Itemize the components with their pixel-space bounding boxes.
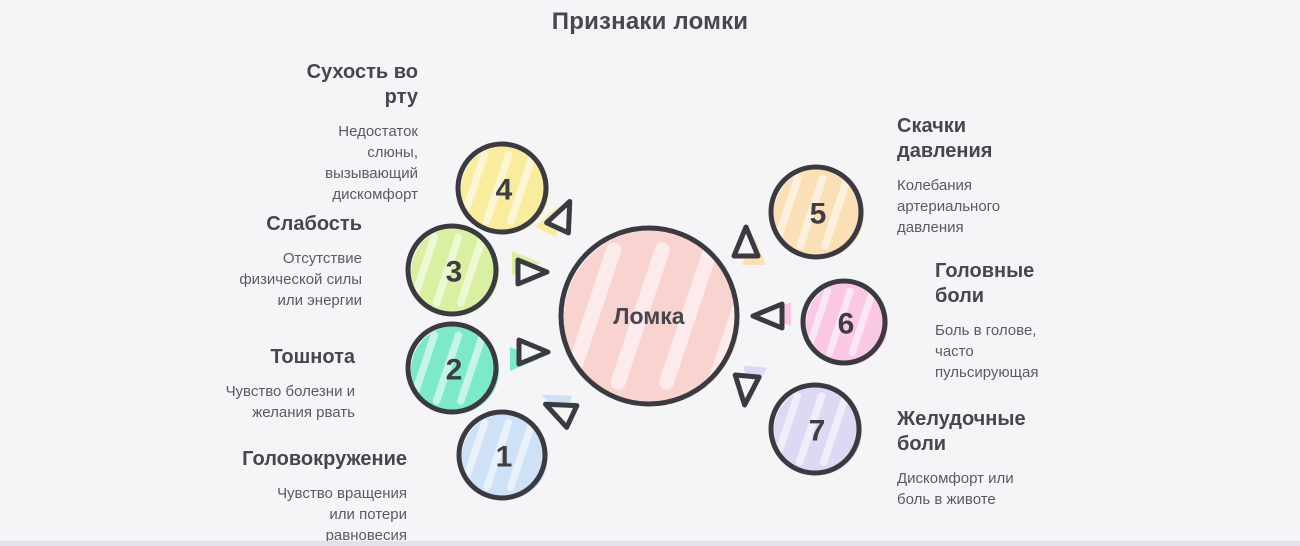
label-block-dry-mouth: Сухость во рту Недостаток слюны, вызываю… xyxy=(286,60,418,205)
arrow-triangle-1 xyxy=(541,394,580,430)
label-block-stomach: Желудочные боли Дискомфорт или боль в жи… xyxy=(897,407,1039,510)
node-number: 4 xyxy=(496,174,513,207)
center-label: Ломка xyxy=(613,303,684,329)
symptom-heading: Слабость xyxy=(266,213,362,235)
arrow-triangle-4 xyxy=(534,198,573,238)
symptom-heading: Сухость во рту xyxy=(306,61,418,108)
label-block-dizziness: Головокружение Чувство вращения или поте… xyxy=(227,447,407,546)
arrow-triangle-7 xyxy=(732,365,767,408)
page-title: Признаки ломки xyxy=(551,8,749,35)
label-block-weakness: Слабость Отсутствие физической силы или … xyxy=(222,212,362,311)
symptom-heading: Головные боли xyxy=(935,260,1035,307)
symptom-node-5: 5 xyxy=(768,164,864,260)
symptom-heading: Головокружение xyxy=(242,448,407,470)
symptom-node-3: 3 xyxy=(405,223,499,317)
symptom-node-2: 2 xyxy=(405,321,499,415)
node-number: 5 xyxy=(810,198,827,231)
label-block-headache: Головные боли Боль в голове, часто пульс… xyxy=(935,259,1057,383)
arrow-triangle-5 xyxy=(731,224,766,265)
symptom-description: Колебания артериального давления xyxy=(897,177,1001,236)
symptom-heading: Тошнота xyxy=(270,346,355,368)
symptom-description: Чувство вращения или потери равновесия xyxy=(277,485,407,544)
node-number: 1 xyxy=(496,441,513,474)
symptom-description: Чувство болезни и желания рвать xyxy=(225,383,355,421)
label-block-pressure: Скачки давления Колебания артериального … xyxy=(897,114,1019,238)
node-number: 7 xyxy=(809,415,826,448)
symptom-heading: Желудочные боли xyxy=(897,408,1026,455)
symptom-description: Недостаток слюны, вызывающий дискомфорт xyxy=(325,123,418,203)
arrow-triangle-2 xyxy=(510,337,551,371)
node-number: 6 xyxy=(838,308,855,341)
symptom-node-7: 7 xyxy=(768,382,862,476)
node-number: 2 xyxy=(446,354,463,387)
symptom-node-6: 6 xyxy=(800,278,888,366)
arrow-triangle-3 xyxy=(512,251,550,287)
symptom-node-1: 1 xyxy=(456,409,548,501)
arrow-triangle-6 xyxy=(750,301,791,331)
symptom-heading: Скачки давления xyxy=(897,115,993,162)
label-block-nausea: Тошнота Чувство болезни и желания рвать xyxy=(203,345,355,423)
bottom-edge-strip xyxy=(0,541,1300,546)
node-number: 3 xyxy=(446,256,463,289)
symptom-description: Боль в голове, часто пульсирующая xyxy=(935,322,1039,381)
symptom-description: Отсутствие физической силы или энергии xyxy=(239,250,362,309)
symptom-description: Дискомфорт или боль в животе xyxy=(897,470,1014,508)
center-node: Ломка xyxy=(558,225,740,407)
symptom-node-4: 4 xyxy=(455,141,549,235)
